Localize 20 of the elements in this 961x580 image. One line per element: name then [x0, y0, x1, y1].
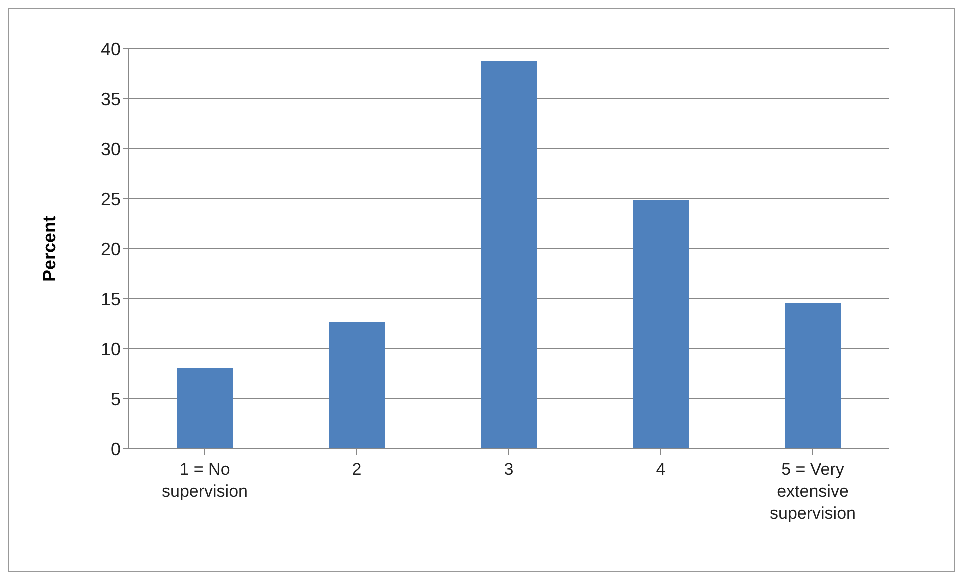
y-tick-label: 40 [100, 39, 121, 60]
x-tick-label: 2 [352, 460, 362, 479]
y-tick-label: 30 [100, 139, 121, 160]
x-tick-label: 3 [504, 460, 514, 479]
y-tick-label: 25 [100, 189, 121, 210]
y-tick-label: 35 [100, 89, 121, 110]
y-axis-title: Percent [39, 216, 60, 282]
bar [177, 368, 233, 449]
y-tick-label: 10 [100, 339, 121, 360]
bar [785, 303, 841, 449]
x-tick-label: 1 = No supervision [162, 460, 248, 501]
y-tick-label: 0 [110, 439, 121, 460]
y-tick-label: 15 [100, 289, 121, 310]
y-tick-label: 5 [110, 389, 121, 410]
bar [329, 322, 385, 449]
bar [633, 200, 689, 449]
y-tick-label: 20 [100, 239, 121, 260]
x-tick-label: 4 [656, 460, 666, 479]
bar [481, 61, 537, 449]
x-tick-label: 5 = Very extensive supervision [770, 460, 856, 523]
